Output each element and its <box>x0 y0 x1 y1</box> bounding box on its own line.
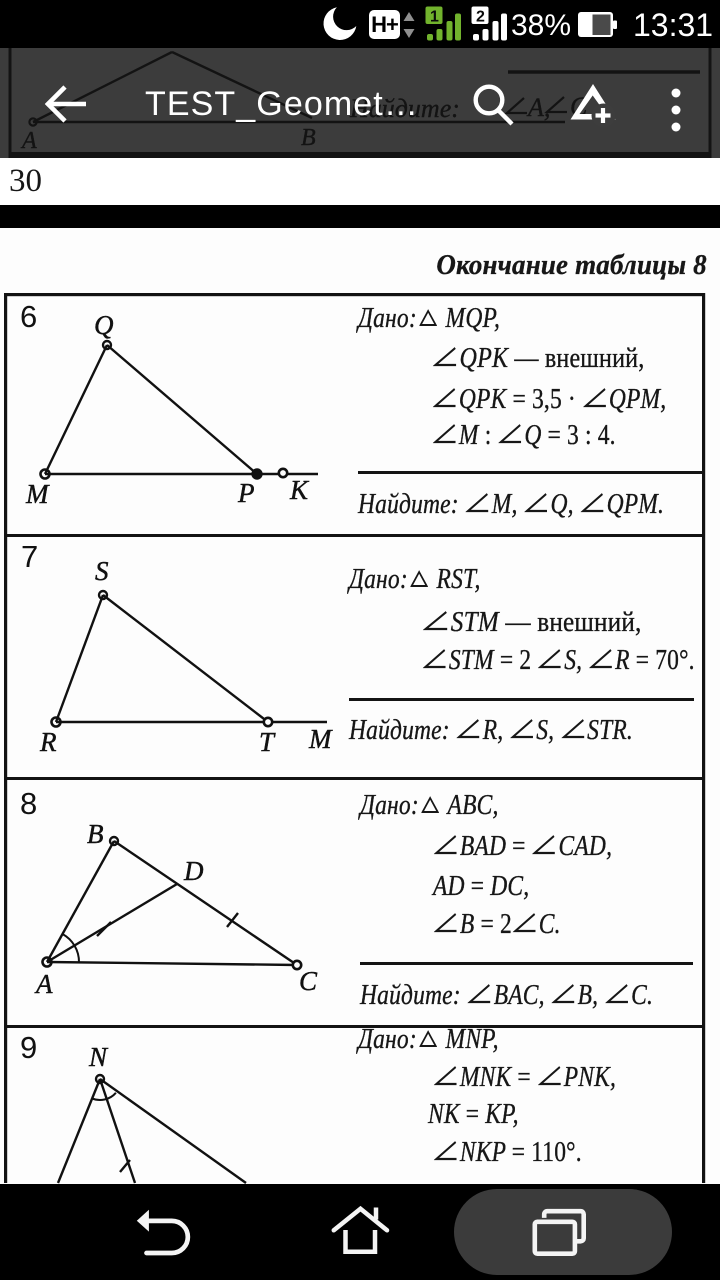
svg-text:P: P <box>237 478 255 508</box>
svg-text:B: B <box>87 819 104 849</box>
svg-text:S: S <box>95 556 109 586</box>
svg-text:13:31: 13:31 <box>633 7 713 43</box>
svg-text:R: R <box>39 727 57 757</box>
svg-text:2: 2 <box>476 9 485 26</box>
svg-text:8: 8 <box>20 786 38 821</box>
svg-text:A: A <box>34 969 53 999</box>
svg-text:9: 9 <box>20 1030 38 1065</box>
svg-text:D: D <box>183 856 204 886</box>
svg-text:N: N <box>88 1042 109 1072</box>
svg-text:M: M <box>308 724 333 754</box>
svg-text:6: 6 <box>20 299 38 334</box>
svg-text:M: M <box>25 479 50 509</box>
svg-text:1: 1 <box>430 9 439 26</box>
svg-text:Q: Q <box>94 310 114 340</box>
svg-text:38%: 38% <box>511 9 571 42</box>
svg-text:T: T <box>259 727 276 757</box>
svg-text:7: 7 <box>21 539 39 574</box>
svg-text:C: C <box>299 966 318 996</box>
svg-text:H+: H+ <box>371 12 398 37</box>
svg-text:K: K <box>289 475 310 505</box>
